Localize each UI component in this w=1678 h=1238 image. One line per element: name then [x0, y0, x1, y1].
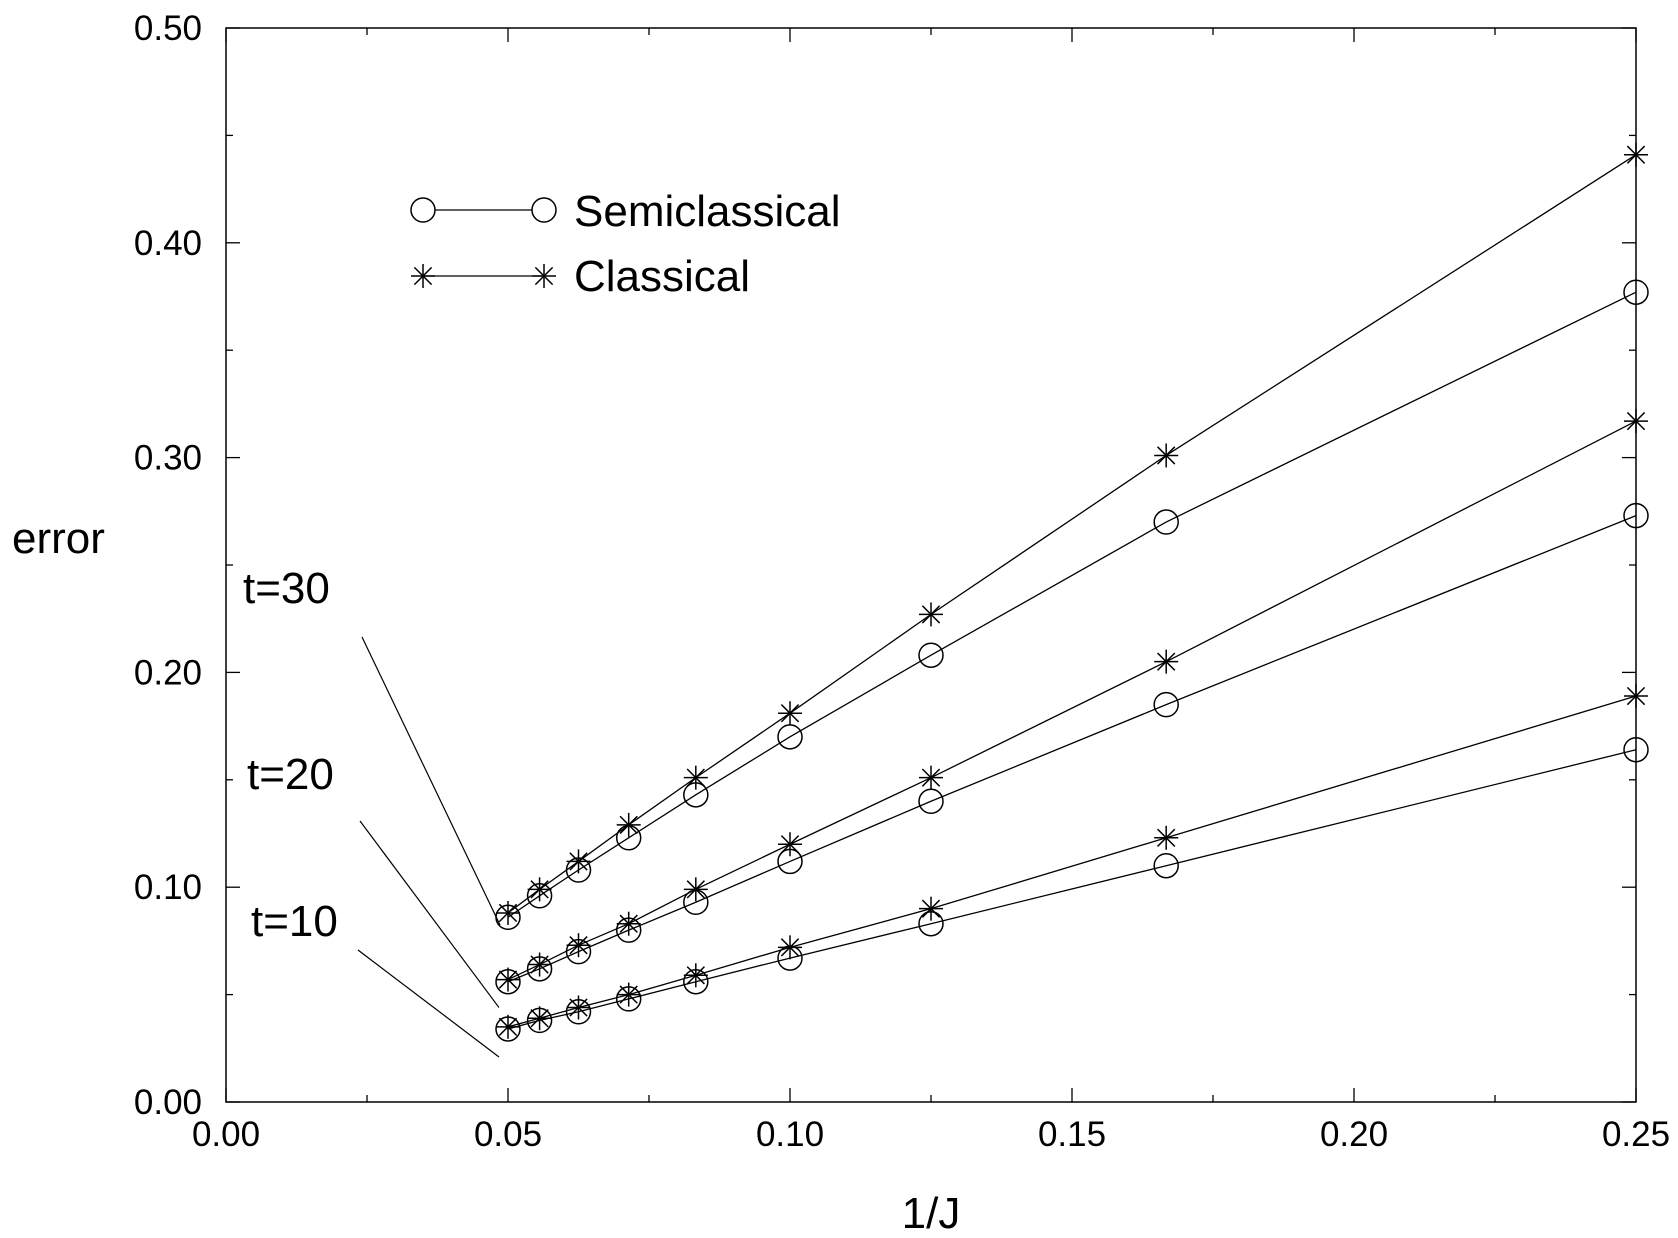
point-t30-star: [778, 701, 802, 726]
legend-marker-star-right: [532, 264, 556, 288]
point-t30-star: [566, 849, 591, 874]
legend-label-classical: Classical: [574, 252, 750, 301]
point-t30-star: [496, 900, 520, 925]
x-tick-label: 0.25: [1602, 1115, 1670, 1154]
point-t10-circle: [1623, 736, 1649, 763]
x-tick-label: 0.10: [756, 1115, 824, 1154]
x-tick-label: 0.00: [192, 1115, 260, 1154]
point-t30-star: [683, 765, 708, 790]
legend-star-shape: [532, 264, 556, 288]
point-t20-star: [919, 765, 943, 790]
point-t20-star: [683, 877, 708, 902]
annotation-label-t20: t=20: [247, 750, 334, 799]
point-t30-star: [1154, 443, 1179, 468]
point-t30-star: [1624, 142, 1648, 167]
y-tick-label: 0.20: [134, 653, 202, 692]
point-t10-star: [496, 1014, 520, 1039]
point-t10-star: [778, 935, 802, 960]
series-line-t20-star: [507, 420, 1637, 981]
point-t30-star: [616, 812, 641, 837]
legend-marker-circle-right: [531, 197, 557, 223]
point-t20-star: [1154, 649, 1179, 674]
series-line-t30-circle: [507, 291, 1637, 918]
annotations: t=30 t=20 t=10: [243, 564, 501, 1058]
y-tick-label: 0.30: [134, 439, 202, 478]
point-t10-circle: [1153, 852, 1179, 879]
point-t30-star: [527, 877, 552, 902]
series-line-t10-circle: [507, 749, 1637, 1030]
series-line-t20-circle: [507, 514, 1637, 983]
annotation-leader-t10: [357, 949, 500, 1058]
point-t20-star: [566, 933, 591, 958]
y-tick-label: 0.10: [134, 868, 202, 907]
y-tick-label: 0.50: [134, 9, 202, 48]
x-axis-label: 1/J: [902, 1189, 961, 1238]
point-t20-star: [496, 967, 520, 992]
annotation-leader-t30: [361, 636, 501, 926]
legend-item-semiclassical: Semiclassical: [410, 187, 841, 236]
point-t10-star: [527, 1006, 552, 1031]
annotation-label-t30: t=30: [243, 564, 330, 613]
legend-star-shape: [411, 264, 435, 288]
point-t10-star: [566, 995, 591, 1020]
x-tick-label: 0.15: [1038, 1115, 1106, 1154]
point-t10-star: [683, 963, 708, 988]
legend-marker-circle-left: [410, 197, 436, 223]
point-t30-circle: [1623, 279, 1649, 305]
point-t20-circle: [1623, 502, 1649, 529]
point-t30-circle: [918, 642, 944, 668]
point-t10-star: [1154, 825, 1179, 850]
x-tick-label: 0.05: [474, 1115, 542, 1154]
point-t20-star: [527, 952, 552, 977]
y-axis-label: error: [12, 514, 105, 563]
point-t30-star: [919, 602, 943, 627]
legend-marker-star-left: [411, 264, 435, 288]
legend-item-classical: Classical: [411, 252, 750, 301]
series-markers: [495, 142, 1649, 1042]
y-tick-label: 0.40: [134, 224, 202, 263]
annotation-leader-t20: [359, 820, 500, 1008]
series-line-t10-star: [507, 695, 1637, 1028]
point-t20-star: [778, 832, 802, 857]
point-t10-star: [1624, 684, 1648, 709]
point-t10-star: [919, 896, 943, 921]
axis-tick-labels: 0.00 0.05 0.10 0.15 0.20 0.25 0.00 0.10 0.20 0.30…: [134, 9, 1670, 1154]
legend-label-semiclassical: Semiclassical: [574, 187, 841, 236]
legend: Semiclassical Classical: [410, 187, 841, 301]
point-t20-circle: [1153, 691, 1179, 718]
point-t30-circle: [1153, 509, 1179, 535]
plot-frame: [225, 27, 1637, 1103]
point-t20-star: [1624, 409, 1648, 434]
y-tick-label: 0.00: [134, 1083, 202, 1122]
point-t20-star: [616, 911, 641, 936]
point-t10-star: [616, 982, 641, 1007]
annotation-label-t10: t=10: [251, 897, 338, 946]
x-tick-label: 0.20: [1320, 1115, 1388, 1154]
axis-ticks: [225, 27, 1637, 1103]
